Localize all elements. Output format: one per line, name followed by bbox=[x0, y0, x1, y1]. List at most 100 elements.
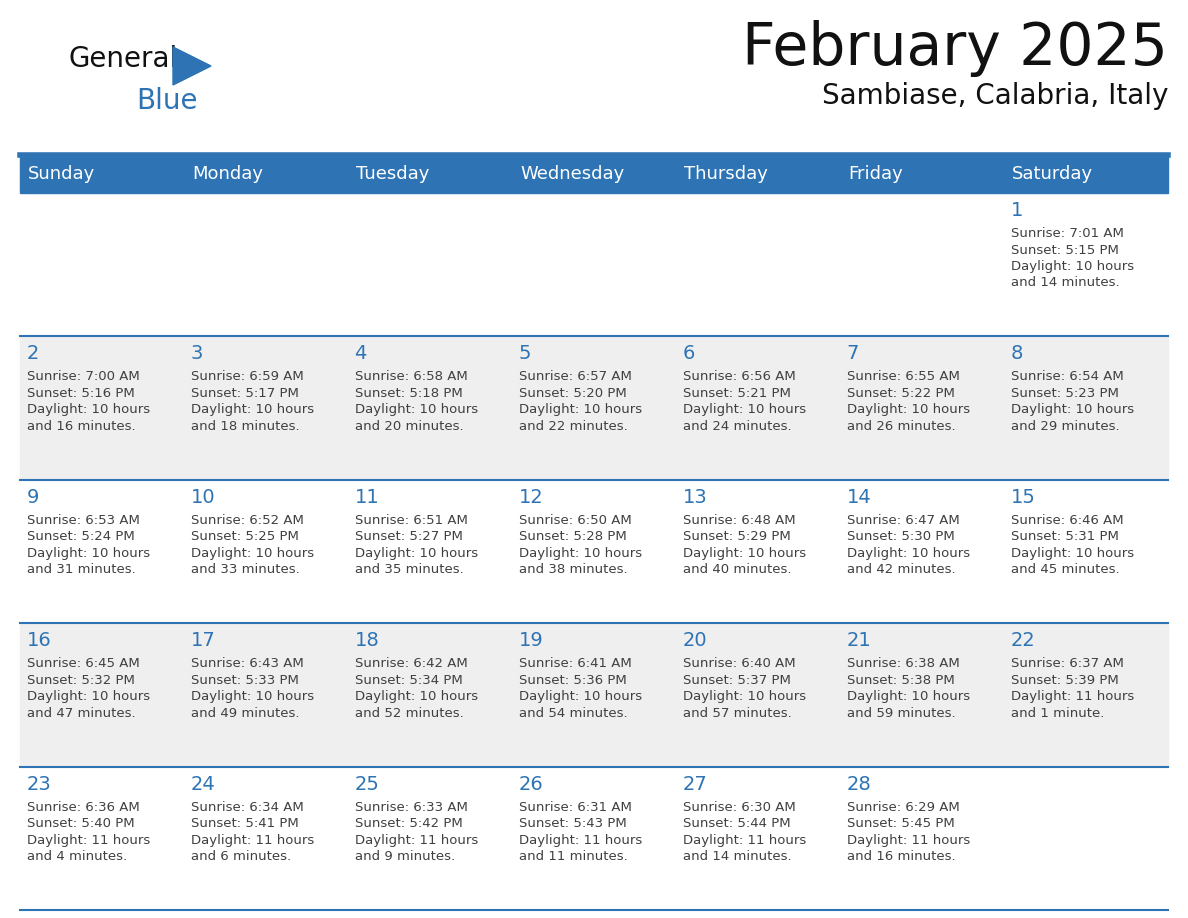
Text: Sunset: 5:24 PM: Sunset: 5:24 PM bbox=[26, 531, 134, 543]
Text: and 16 minutes.: and 16 minutes. bbox=[847, 850, 955, 863]
Text: Sunset: 5:41 PM: Sunset: 5:41 PM bbox=[190, 817, 298, 830]
Text: and 33 minutes.: and 33 minutes. bbox=[190, 564, 299, 577]
Text: 15: 15 bbox=[1011, 487, 1036, 507]
Text: and 14 minutes.: and 14 minutes. bbox=[1011, 276, 1119, 289]
Text: Blue: Blue bbox=[135, 87, 197, 115]
Text: Sunrise: 6:53 AM: Sunrise: 6:53 AM bbox=[26, 514, 139, 527]
Text: Sunrise: 6:57 AM: Sunrise: 6:57 AM bbox=[518, 370, 632, 384]
Text: Daylight: 10 hours: Daylight: 10 hours bbox=[518, 403, 642, 417]
Text: Sunset: 5:38 PM: Sunset: 5:38 PM bbox=[847, 674, 954, 687]
Text: Sunrise: 6:47 AM: Sunrise: 6:47 AM bbox=[847, 514, 959, 527]
Text: Daylight: 10 hours: Daylight: 10 hours bbox=[518, 690, 642, 703]
Text: 27: 27 bbox=[683, 775, 707, 793]
Text: Sunset: 5:21 PM: Sunset: 5:21 PM bbox=[683, 386, 790, 400]
Text: and 26 minutes.: and 26 minutes. bbox=[847, 420, 955, 433]
Text: and 57 minutes.: and 57 minutes. bbox=[683, 707, 791, 720]
Text: Sunrise: 6:50 AM: Sunrise: 6:50 AM bbox=[518, 514, 631, 527]
Text: Sunrise: 6:36 AM: Sunrise: 6:36 AM bbox=[26, 800, 139, 813]
Text: Sunset: 5:43 PM: Sunset: 5:43 PM bbox=[518, 817, 626, 830]
Text: Sunrise: 6:46 AM: Sunrise: 6:46 AM bbox=[1011, 514, 1123, 527]
Text: Sunset: 5:39 PM: Sunset: 5:39 PM bbox=[1011, 674, 1118, 687]
Text: and 31 minutes.: and 31 minutes. bbox=[26, 564, 135, 577]
Text: Sunrise: 6:31 AM: Sunrise: 6:31 AM bbox=[518, 800, 632, 813]
Text: and 18 minutes.: and 18 minutes. bbox=[190, 420, 299, 433]
Text: Sunrise: 6:45 AM: Sunrise: 6:45 AM bbox=[26, 657, 139, 670]
Text: 10: 10 bbox=[190, 487, 215, 507]
Text: 3: 3 bbox=[190, 344, 203, 364]
Text: 13: 13 bbox=[683, 487, 707, 507]
Text: Sunset: 5:20 PM: Sunset: 5:20 PM bbox=[518, 386, 626, 400]
Text: Sunset: 5:17 PM: Sunset: 5:17 PM bbox=[190, 386, 298, 400]
Text: Sunrise: 6:55 AM: Sunrise: 6:55 AM bbox=[847, 370, 960, 384]
Text: Daylight: 10 hours: Daylight: 10 hours bbox=[518, 547, 642, 560]
Text: 5: 5 bbox=[518, 344, 531, 364]
Text: Daylight: 10 hours: Daylight: 10 hours bbox=[354, 403, 478, 417]
Text: Sunrise: 7:00 AM: Sunrise: 7:00 AM bbox=[26, 370, 139, 384]
Text: Sunrise: 7:01 AM: Sunrise: 7:01 AM bbox=[1011, 227, 1124, 240]
Text: Daylight: 10 hours: Daylight: 10 hours bbox=[847, 403, 969, 417]
Text: Daylight: 10 hours: Daylight: 10 hours bbox=[190, 403, 314, 417]
Text: and 20 minutes.: and 20 minutes. bbox=[354, 420, 463, 433]
Text: 28: 28 bbox=[847, 775, 871, 793]
Text: Monday: Monday bbox=[192, 165, 264, 183]
Text: Sunrise: 6:37 AM: Sunrise: 6:37 AM bbox=[1011, 657, 1124, 670]
Text: Sunrise: 6:38 AM: Sunrise: 6:38 AM bbox=[847, 657, 959, 670]
Bar bbox=[20, 193, 1168, 336]
Text: Wednesday: Wednesday bbox=[520, 165, 625, 183]
Text: and 1 minute.: and 1 minute. bbox=[1011, 707, 1104, 720]
Text: Sunset: 5:22 PM: Sunset: 5:22 PM bbox=[847, 386, 954, 400]
Text: and 52 minutes.: and 52 minutes. bbox=[354, 707, 463, 720]
Text: Daylight: 10 hours: Daylight: 10 hours bbox=[683, 547, 805, 560]
Text: and 14 minutes.: and 14 minutes. bbox=[683, 850, 791, 863]
Text: and 45 minutes.: and 45 minutes. bbox=[1011, 564, 1119, 577]
Text: and 40 minutes.: and 40 minutes. bbox=[683, 564, 791, 577]
Text: 19: 19 bbox=[518, 632, 543, 650]
Text: Tuesday: Tuesday bbox=[356, 165, 430, 183]
Text: Sunrise: 6:33 AM: Sunrise: 6:33 AM bbox=[354, 800, 467, 813]
Text: and 59 minutes.: and 59 minutes. bbox=[847, 707, 955, 720]
Text: Daylight: 10 hours: Daylight: 10 hours bbox=[26, 547, 150, 560]
Text: Sunset: 5:15 PM: Sunset: 5:15 PM bbox=[1011, 243, 1118, 256]
Text: 7: 7 bbox=[847, 344, 859, 364]
Text: February 2025: February 2025 bbox=[742, 20, 1168, 77]
Text: Sunset: 5:27 PM: Sunset: 5:27 PM bbox=[354, 531, 462, 543]
Text: General: General bbox=[68, 45, 177, 73]
Text: Sunrise: 6:30 AM: Sunrise: 6:30 AM bbox=[683, 800, 795, 813]
Text: and 54 minutes.: and 54 minutes. bbox=[518, 707, 627, 720]
Text: 6: 6 bbox=[683, 344, 695, 364]
Bar bbox=[20, 480, 1168, 623]
Text: Sunset: 5:34 PM: Sunset: 5:34 PM bbox=[354, 674, 462, 687]
Text: Sunset: 5:23 PM: Sunset: 5:23 PM bbox=[1011, 386, 1118, 400]
Text: 17: 17 bbox=[190, 632, 215, 650]
Text: and 4 minutes.: and 4 minutes. bbox=[26, 850, 127, 863]
Text: and 16 minutes.: and 16 minutes. bbox=[26, 420, 135, 433]
Text: Sunset: 5:29 PM: Sunset: 5:29 PM bbox=[683, 531, 790, 543]
Text: Daylight: 10 hours: Daylight: 10 hours bbox=[847, 547, 969, 560]
Text: Sunrise: 6:29 AM: Sunrise: 6:29 AM bbox=[847, 800, 959, 813]
Text: Sunset: 5:37 PM: Sunset: 5:37 PM bbox=[683, 674, 790, 687]
Polygon shape bbox=[173, 47, 211, 85]
Text: 11: 11 bbox=[354, 487, 379, 507]
Text: 14: 14 bbox=[847, 487, 871, 507]
Text: Sunset: 5:33 PM: Sunset: 5:33 PM bbox=[190, 674, 298, 687]
Text: 9: 9 bbox=[26, 487, 39, 507]
Text: Thursday: Thursday bbox=[684, 165, 769, 183]
Text: 26: 26 bbox=[518, 775, 543, 793]
Text: Sunrise: 6:48 AM: Sunrise: 6:48 AM bbox=[683, 514, 795, 527]
Text: Sunrise: 6:42 AM: Sunrise: 6:42 AM bbox=[354, 657, 467, 670]
Text: Sunrise: 6:54 AM: Sunrise: 6:54 AM bbox=[1011, 370, 1124, 384]
Text: and 35 minutes.: and 35 minutes. bbox=[354, 564, 463, 577]
Text: 12: 12 bbox=[518, 487, 543, 507]
Text: Sunset: 5:28 PM: Sunset: 5:28 PM bbox=[518, 531, 626, 543]
Text: Daylight: 10 hours: Daylight: 10 hours bbox=[354, 690, 478, 703]
Text: and 38 minutes.: and 38 minutes. bbox=[518, 564, 627, 577]
Text: Sunrise: 6:59 AM: Sunrise: 6:59 AM bbox=[190, 370, 303, 384]
Text: Daylight: 11 hours: Daylight: 11 hours bbox=[190, 834, 314, 846]
Text: Daylight: 10 hours: Daylight: 10 hours bbox=[847, 690, 969, 703]
Text: Daylight: 10 hours: Daylight: 10 hours bbox=[190, 690, 314, 703]
Text: and 22 minutes.: and 22 minutes. bbox=[518, 420, 627, 433]
Text: Sunrise: 6:58 AM: Sunrise: 6:58 AM bbox=[354, 370, 467, 384]
Text: Saturday: Saturday bbox=[1012, 165, 1093, 183]
Text: Sunset: 5:42 PM: Sunset: 5:42 PM bbox=[354, 817, 462, 830]
Text: Sunset: 5:25 PM: Sunset: 5:25 PM bbox=[190, 531, 298, 543]
